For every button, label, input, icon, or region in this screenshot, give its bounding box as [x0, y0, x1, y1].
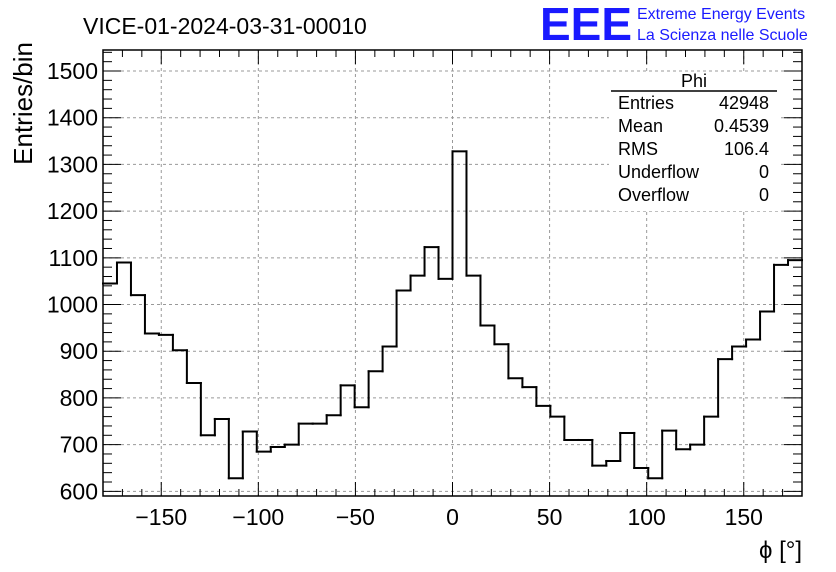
logo-line-2: La Scienza nelle Scuole — [637, 27, 808, 44]
y-axis-label: Entries/bin — [8, 42, 38, 165]
axis-ticks — [102, 50, 803, 496]
y-tick-label-1: 700 — [60, 432, 98, 458]
y-tick-label-0: 600 — [60, 478, 98, 504]
stats-label-2: RMS — [618, 139, 658, 159]
y-tick-label-5: 1100 — [49, 245, 98, 271]
y-tick-label-8: 1400 — [47, 105, 98, 131]
stats-label-4: Overflow — [618, 185, 690, 205]
y-tick-label-7: 1300 — [47, 151, 98, 177]
stats-box-background — [609, 73, 779, 211]
stats-label-3: Underflow — [618, 162, 700, 182]
stats-rows: Entries 42948 Mean 0.4539 RMS 106.4 Underflow 0… — [618, 93, 769, 205]
stats-label-1: Mean — [618, 116, 663, 136]
y-tick-label-3: 900 — [60, 338, 98, 364]
stats-value-2: 106.4 — [724, 139, 769, 159]
y-tick-label-6: 1200 — [47, 198, 98, 224]
chart-title: VICE-01-2024-03-31-00010 — [83, 13, 367, 39]
stats-title: Phi — [681, 71, 707, 91]
y-tick-label-9: 1500 — [47, 58, 98, 84]
stats-label-0: Entries — [618, 93, 674, 113]
x-tick-label-4: 50 — [537, 504, 563, 530]
y-tick-label-2: 800 — [60, 385, 98, 411]
logo-mark: EEE — [540, 0, 632, 50]
logo: EEE Extreme Energy Events La Scienza nel… — [540, 0, 808, 50]
x-tick-label-2: −50 — [336, 504, 375, 530]
y-tick-label-4: 1000 — [47, 292, 98, 318]
stats-value-0: 42948 — [719, 93, 769, 113]
stats-box: Phi Entries 42948 Mean 0.4539 RMS 106.4 Underf… — [609, 71, 779, 211]
x-tick-label-0: −150 — [135, 504, 187, 530]
x-axis-label: ϕ [°] — [759, 537, 802, 564]
stats-value-1: 0.4539 — [714, 116, 769, 136]
x-tick-label-5: 100 — [627, 504, 665, 530]
logo-line-1: Extreme Energy Events — [637, 6, 805, 23]
x-tick-label-1: −100 — [232, 504, 284, 530]
stats-value-4: 0 — [759, 185, 769, 205]
stats-value-3: 0 — [759, 162, 769, 182]
histogram-bars — [102, 150, 803, 480]
x-tick-label-3: 0 — [446, 504, 459, 530]
tick-labels: −150 −100 −50 0 50 100 150 600 700 800 900 1000 1100… — [47, 58, 763, 530]
x-tick-label-6: 150 — [725, 504, 763, 530]
